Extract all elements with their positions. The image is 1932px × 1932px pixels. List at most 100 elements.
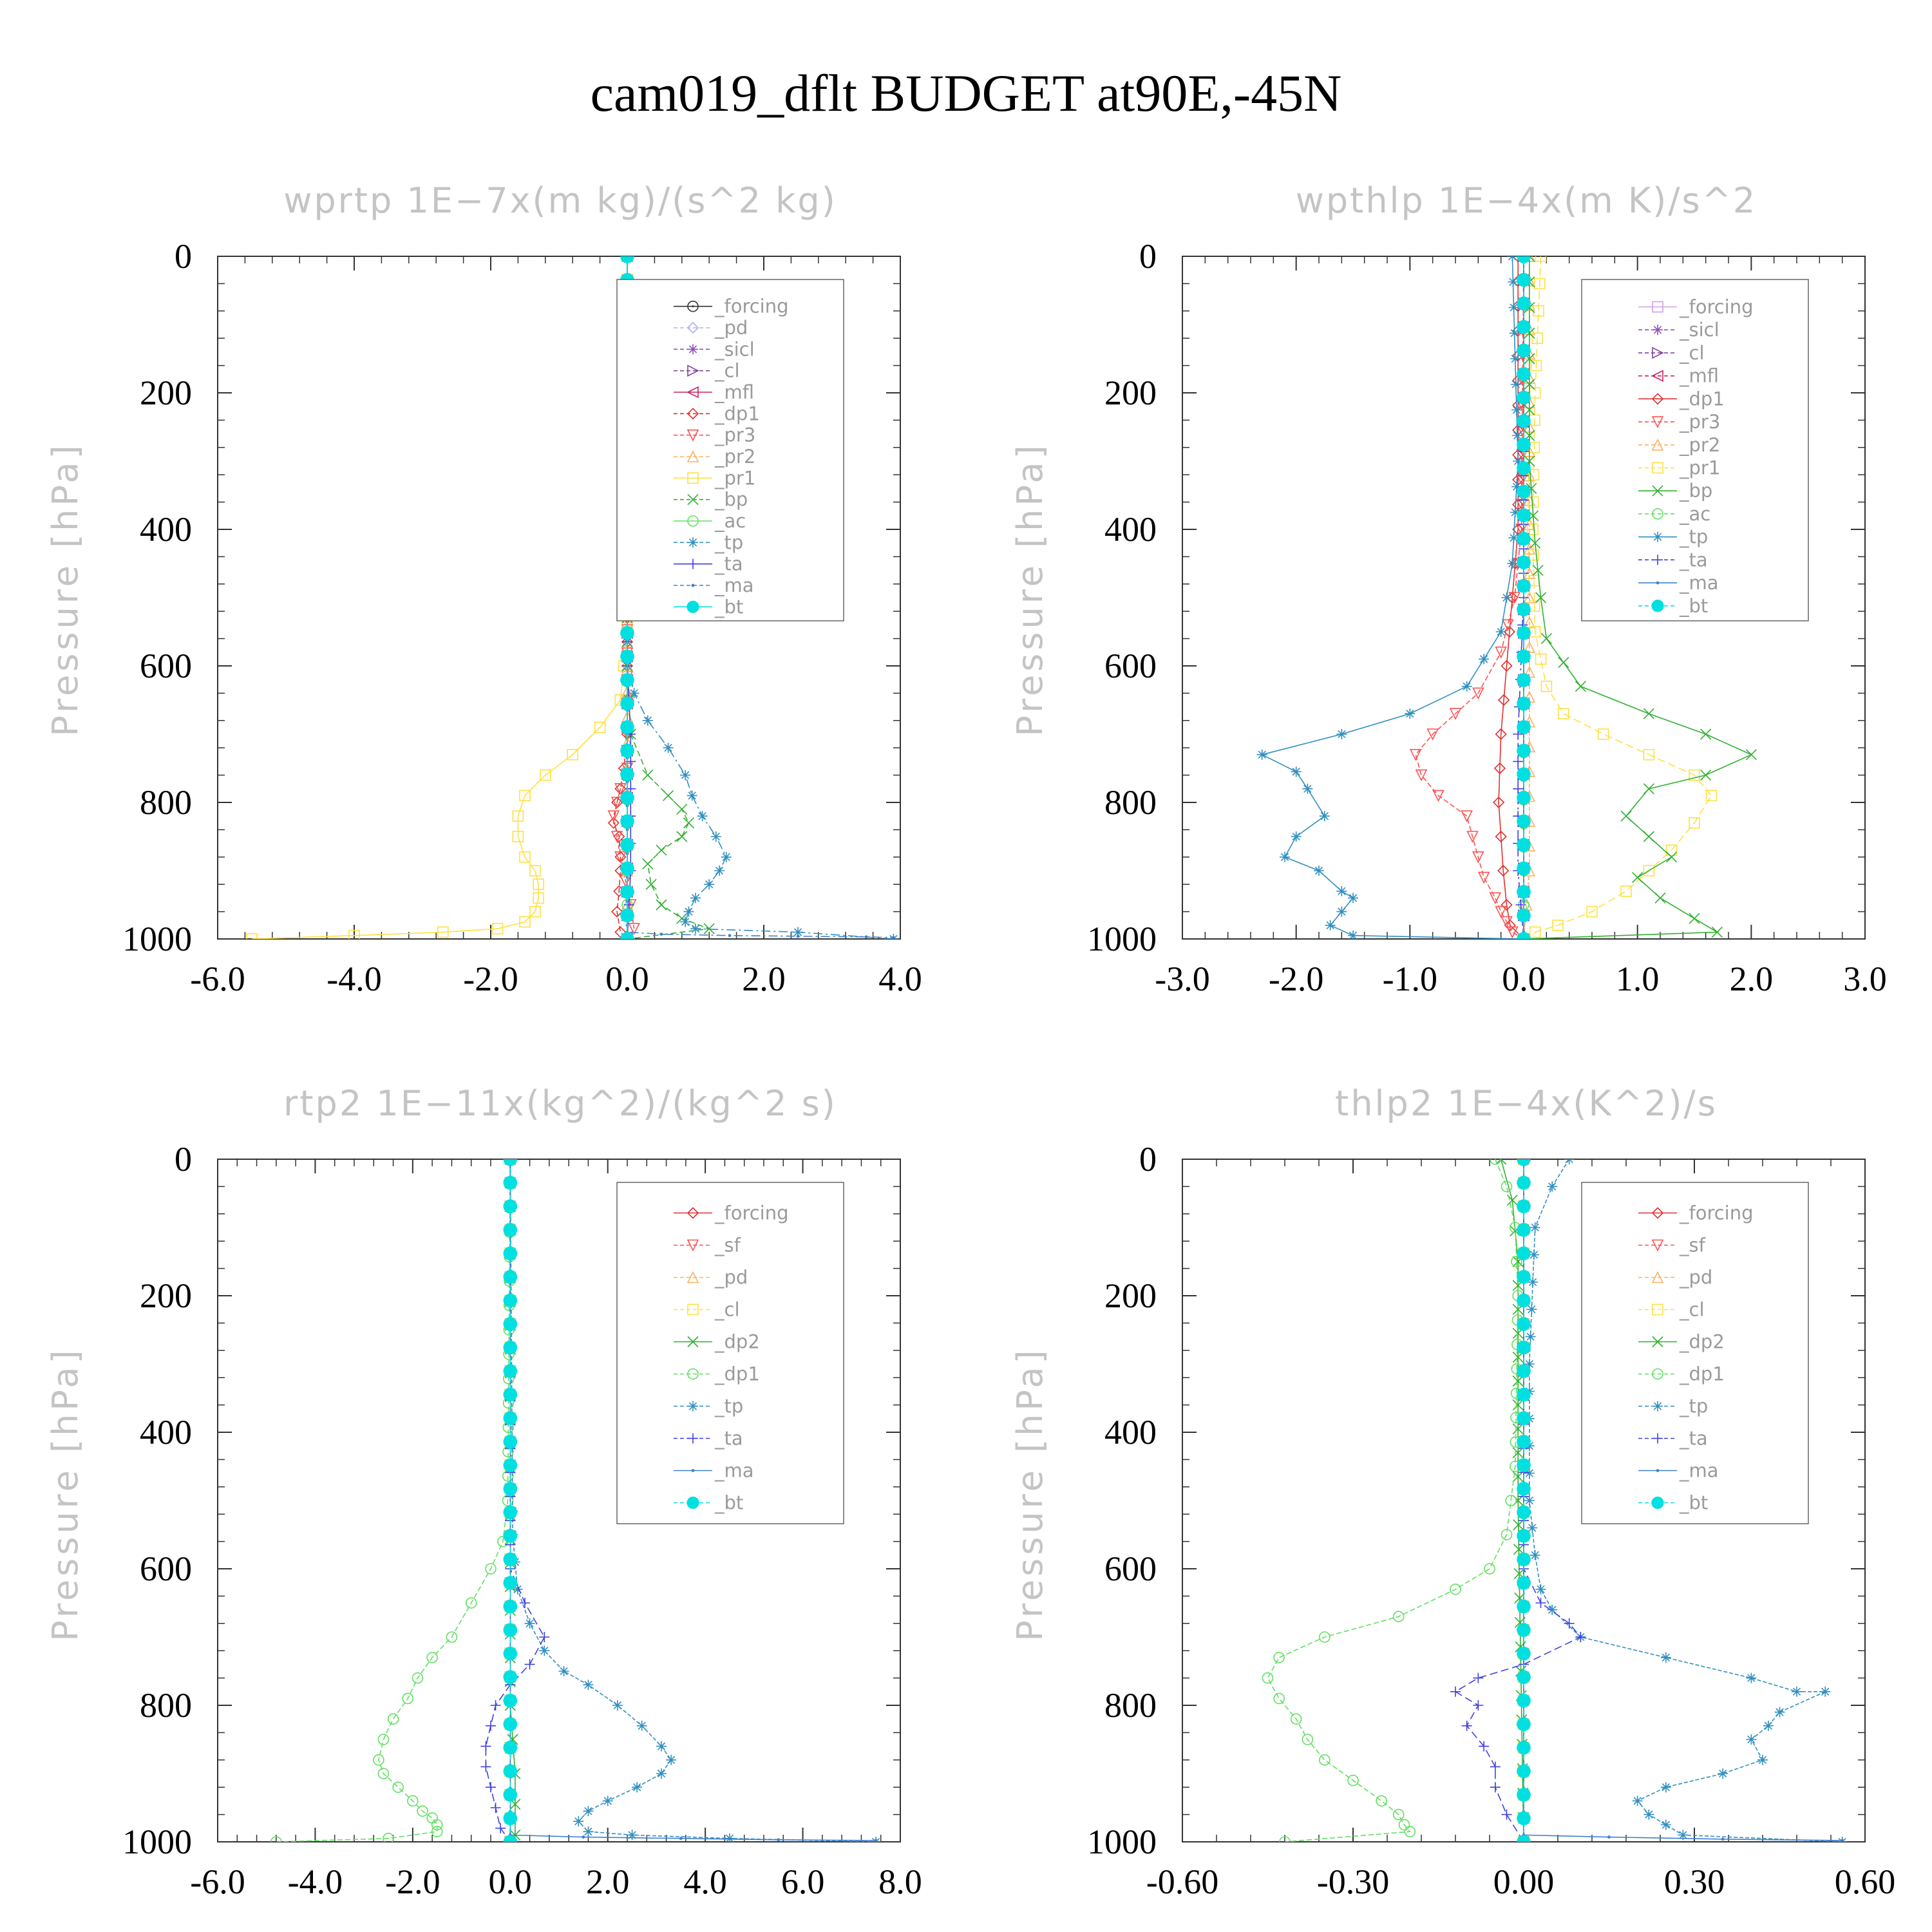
data-point bbox=[697, 811, 708, 822]
data-point bbox=[1495, 646, 1507, 659]
data-point bbox=[1535, 592, 1547, 603]
data-point bbox=[656, 844, 667, 856]
data-point bbox=[502, 1495, 514, 1506]
data-point bbox=[1510, 379, 1521, 390]
legend-item: _cl bbox=[674, 1299, 740, 1321]
data-point bbox=[533, 878, 545, 890]
data-point bbox=[1564, 1618, 1575, 1629]
data-point bbox=[611, 797, 623, 809]
data-point bbox=[1517, 366, 1531, 381]
data-point bbox=[688, 558, 698, 569]
data-point bbox=[519, 916, 531, 928]
data-point bbox=[656, 899, 667, 911]
data-point bbox=[1511, 404, 1522, 415]
legend-label: _dp2 bbox=[1679, 1331, 1725, 1353]
data-point bbox=[690, 893, 701, 904]
data-point bbox=[583, 1680, 594, 1690]
data-point bbox=[1530, 1222, 1540, 1233]
data-point bbox=[1523, 616, 1536, 629]
data-point bbox=[1586, 905, 1598, 918]
x-tick-label: -4.0 bbox=[288, 1862, 343, 1901]
data-point bbox=[1517, 508, 1531, 522]
legend-label: _tp bbox=[1679, 1396, 1708, 1417]
data-point bbox=[1517, 272, 1531, 287]
data-point bbox=[1517, 1411, 1531, 1425]
data-point bbox=[679, 1837, 683, 1841]
data-point bbox=[1689, 769, 1700, 781]
data-point bbox=[1745, 749, 1757, 761]
data-point bbox=[1643, 749, 1655, 761]
legend-item: _sf bbox=[1638, 1235, 1706, 1256]
y-tick-label: 400 bbox=[1104, 510, 1157, 549]
legend-item: _pr3 bbox=[674, 424, 755, 446]
data-point bbox=[1517, 1576, 1531, 1590]
data-point bbox=[1405, 708, 1416, 719]
legend-label: _pr3 bbox=[714, 424, 755, 446]
data-point bbox=[1508, 592, 1521, 604]
legend-label: _cl bbox=[1679, 1299, 1705, 1321]
panel-wprtp: wprtp 1E−7x(m kg)/(s^2 kg) Pressure [hPa… bbox=[45, 180, 922, 998]
data-point bbox=[1575, 681, 1586, 692]
legend-label: _pr2 bbox=[714, 446, 755, 468]
series-line bbox=[1500, 1159, 1524, 1842]
data-point bbox=[512, 831, 524, 842]
data-point bbox=[1654, 892, 1666, 904]
data-point bbox=[1314, 866, 1324, 876]
data-point bbox=[529, 905, 541, 918]
data-point bbox=[687, 429, 699, 442]
legend-item: _forcing bbox=[674, 296, 789, 317]
data-point bbox=[680, 770, 691, 781]
legend-label: _dp1 bbox=[1679, 388, 1725, 410]
data-point bbox=[539, 1645, 550, 1656]
data-point bbox=[1705, 790, 1718, 802]
data-point bbox=[1528, 1276, 1539, 1287]
data-point bbox=[629, 688, 639, 699]
legend-label: _bt bbox=[714, 1492, 743, 1514]
data-point bbox=[1484, 1563, 1495, 1575]
data-point bbox=[687, 600, 699, 613]
data-point bbox=[1651, 370, 1663, 382]
data-point bbox=[1493, 762, 1506, 775]
legend-label: _ac bbox=[714, 510, 746, 532]
data-point bbox=[1432, 790, 1444, 802]
data-point bbox=[1517, 437, 1531, 452]
data-point bbox=[1517, 1293, 1531, 1308]
legend-item: _ac bbox=[674, 510, 746, 532]
data-point bbox=[1524, 379, 1535, 390]
data-point bbox=[1653, 325, 1663, 336]
data-point bbox=[1651, 438, 1664, 451]
data-point bbox=[1404, 1826, 1416, 1837]
data-point bbox=[519, 851, 531, 863]
x-tick-label: 2.0 bbox=[586, 1862, 630, 1901]
data-point bbox=[1558, 708, 1569, 719]
data-point bbox=[1517, 1458, 1531, 1472]
data-point bbox=[1564, 1159, 1575, 1164]
data-point bbox=[1517, 1505, 1531, 1520]
legend-label: _forcing bbox=[1679, 296, 1754, 318]
data-point bbox=[620, 720, 634, 734]
data-point bbox=[1535, 256, 1547, 262]
data-point bbox=[1656, 1469, 1660, 1472]
data-point bbox=[1517, 720, 1531, 734]
legend: _forcing_pd_sicl_cl_mfl_dp1_pr3_pr2_pr1_… bbox=[616, 279, 844, 621]
legend-label: _ta bbox=[714, 553, 743, 575]
data-point bbox=[1302, 1734, 1314, 1745]
data-point bbox=[377, 1768, 390, 1779]
data-point bbox=[1530, 1549, 1540, 1560]
data-point bbox=[1531, 332, 1543, 345]
x-tick-label: 0.0 bbox=[605, 960, 649, 998]
data-point bbox=[1517, 578, 1531, 593]
legend-item: _dp1 bbox=[1638, 1363, 1725, 1385]
data-point bbox=[1280, 851, 1290, 862]
legend-item: _ma bbox=[674, 574, 754, 596]
legend-box bbox=[1581, 279, 1809, 621]
data-point bbox=[1535, 1598, 1546, 1608]
x-tick-label: -2.0 bbox=[1269, 960, 1323, 998]
data-point bbox=[687, 472, 699, 484]
data-point bbox=[373, 1754, 384, 1766]
data-point bbox=[620, 790, 634, 805]
data-point bbox=[1535, 1584, 1546, 1595]
data-point bbox=[642, 858, 654, 869]
data-point bbox=[1517, 1529, 1531, 1543]
data-point bbox=[480, 1741, 491, 1752]
